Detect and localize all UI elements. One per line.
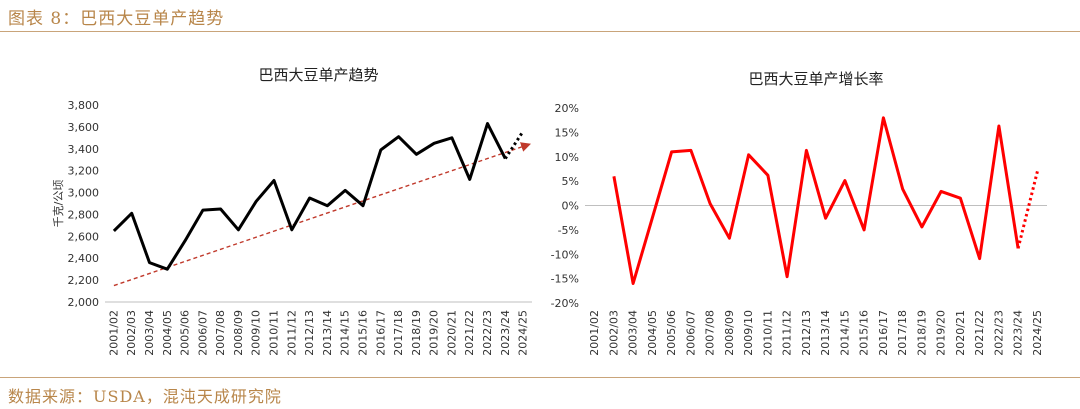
trend-x-tick: 2023/24 bbox=[499, 310, 512, 356]
trend-x-tick: 2019/20 bbox=[428, 310, 441, 356]
trend-x-tick: 2014/15 bbox=[339, 310, 352, 356]
growth-y-tick: -15% bbox=[551, 273, 579, 286]
growth-x-tick: 2010/11 bbox=[761, 310, 774, 356]
source-note: 数据来源：USDA，混沌天成研究院 bbox=[8, 387, 282, 406]
growth-x-tick: 2009/10 bbox=[742, 310, 755, 356]
growth-y-tick: -20% bbox=[551, 297, 579, 310]
growth-title: 巴西大豆单产增长率 bbox=[748, 70, 883, 88]
trend-y-tick: 2,200 bbox=[68, 274, 100, 287]
growth-x-tick: 2023/24 bbox=[1012, 310, 1025, 356]
growth-y-tick: 10% bbox=[555, 151, 579, 164]
growth-x-tick: 2021/22 bbox=[973, 310, 986, 356]
trend-y-tick: 3,600 bbox=[68, 121, 100, 134]
growth-x-tick: 2018/19 bbox=[915, 310, 928, 356]
trend-title: 巴西大豆单产趋势 bbox=[258, 66, 378, 84]
trend-series-line bbox=[112, 122, 507, 271]
trend-x-tick: 2024/25 bbox=[517, 310, 530, 356]
growth-x-tick: 2007/08 bbox=[704, 310, 717, 356]
trend-y-tick: 3,000 bbox=[68, 187, 100, 200]
growth-y-tick: -5% bbox=[558, 224, 579, 237]
growth-y-tick: 20% bbox=[555, 102, 579, 115]
growth-x-tick: 2015/16 bbox=[858, 310, 871, 356]
trend-x-tick: 2006/07 bbox=[196, 310, 209, 356]
trend-trendline bbox=[113, 142, 531, 287]
trend-x-tick: 2012/13 bbox=[303, 310, 316, 356]
growth-y-tick: 15% bbox=[555, 126, 579, 139]
growth-x-tick: 2005/06 bbox=[665, 310, 678, 356]
trend-y-tick: 2,600 bbox=[68, 230, 100, 243]
trend-y-tick: 3,800 bbox=[68, 99, 100, 112]
bottom-divider bbox=[0, 377, 1080, 378]
yield-trend-chart: 巴西大豆单产趋势 2,000 2,200 2,400 2,600 2,800 3,000 3,… bbox=[52, 66, 532, 356]
trend-x-tick: 2022/23 bbox=[481, 310, 494, 356]
figure-title: 图表 8：巴西大豆单产趋势 bbox=[8, 9, 225, 29]
trend-y-tick: 2,000 bbox=[68, 296, 100, 309]
growth-x-tick: 2008/09 bbox=[723, 310, 736, 356]
growth-y-tick: 0% bbox=[562, 200, 579, 213]
growth-x-tick: 2024/25 bbox=[1031, 310, 1044, 356]
trend-x-tick: 2002/03 bbox=[125, 310, 138, 356]
growth-y-tick: -10% bbox=[551, 248, 579, 261]
growth-x-tick: 2012/13 bbox=[800, 310, 813, 356]
trend-x-tick: 2018/19 bbox=[410, 310, 423, 356]
trend-x-tick: 2021/22 bbox=[463, 310, 476, 356]
trend-y-tick: 3,400 bbox=[68, 143, 100, 156]
trend-y-tick: 2,400 bbox=[68, 252, 100, 265]
top-divider bbox=[0, 31, 1080, 32]
yield-growth-chart: 巴西大豆单产增长率 -20% -15% -10% -5% 0% 5% 10% 15% 20% 200… bbox=[551, 70, 1047, 356]
growth-x-tick: 2016/17 bbox=[877, 310, 890, 356]
trend-x-tick: 2001/02 bbox=[107, 310, 120, 356]
trend-y-label: 千克/公顷 bbox=[52, 180, 65, 228]
trend-x-tick: 2007/08 bbox=[214, 310, 227, 356]
trend-x-tick: 2020/21 bbox=[445, 310, 458, 356]
growth-x-tick: 2013/14 bbox=[819, 310, 832, 356]
growth-x-tick: 2020/21 bbox=[954, 310, 967, 356]
growth-x-tick: 2014/15 bbox=[838, 310, 851, 356]
growth-x-tick: 2004/05 bbox=[646, 310, 659, 356]
growth-x-tick: 2003/04 bbox=[627, 310, 640, 356]
trend-x-tick: 2017/18 bbox=[392, 310, 405, 356]
trend-x-tick: 2015/16 bbox=[356, 310, 369, 356]
growth-x-tick: 2011/12 bbox=[781, 310, 794, 356]
growth-x-tick: 2006/07 bbox=[684, 310, 697, 356]
trend-x-tick: 2011/12 bbox=[285, 310, 298, 356]
trend-forecast-line bbox=[504, 130, 525, 160]
trend-x-tick: 2004/05 bbox=[161, 310, 174, 356]
growth-series-line bbox=[612, 116, 1020, 285]
growth-x-tick: 2022/23 bbox=[992, 310, 1005, 356]
growth-y-tick: 5% bbox=[562, 175, 579, 188]
growth-x-tick: 2017/18 bbox=[896, 310, 909, 356]
growth-x-tick: 2002/03 bbox=[607, 310, 620, 356]
trend-x-tick: 2003/04 bbox=[143, 310, 156, 356]
trend-x-tick: 2016/17 bbox=[374, 310, 387, 356]
growth-x-tick: 2001/02 bbox=[588, 310, 601, 356]
trend-x-tick: 2009/10 bbox=[250, 310, 263, 356]
trend-x-tick: 2010/11 bbox=[268, 310, 281, 356]
trend-y-tick: 2,800 bbox=[68, 208, 100, 221]
growth-x-tick: 2019/20 bbox=[935, 310, 948, 356]
growth-forecast-line bbox=[1016, 171, 1039, 249]
trend-x-tick: 2013/14 bbox=[321, 310, 334, 356]
trend-x-tick: 2008/09 bbox=[232, 310, 245, 356]
trend-x-tick: 2005/06 bbox=[179, 310, 192, 356]
trend-y-tick: 3,200 bbox=[68, 165, 100, 178]
